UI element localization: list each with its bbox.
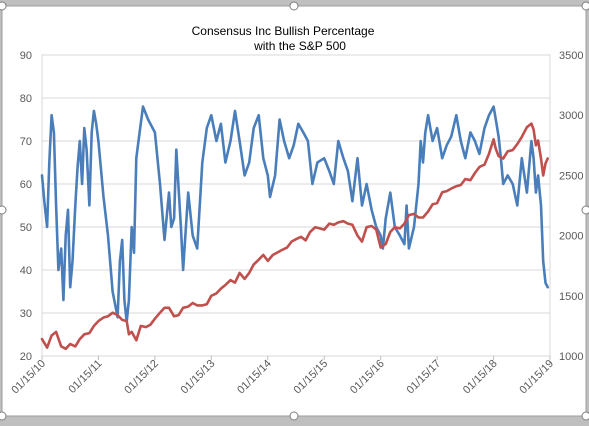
right-axis: 1000 1500 2000 2500 3000 3500 — [559, 50, 583, 363]
chart-area — [1, 5, 587, 417]
resize-handle[interactable] — [0, 411, 7, 421]
bullish-percentage-line — [40, 105, 549, 323]
y-right-tick-label: 1000 — [559, 351, 583, 363]
y-right-tick-label: 2500 — [559, 170, 583, 182]
resize-handle[interactable] — [581, 411, 589, 421]
y-left-tick-label: 50 — [20, 222, 32, 234]
y-left-tick-label: 40 — [20, 265, 32, 277]
resize-handle[interactable] — [289, 1, 299, 11]
resize-handle[interactable] — [0, 1, 7, 11]
y-right-tick-label: 3500 — [559, 50, 583, 62]
chart-title: Consensus Inc Bullish Percentage — [192, 24, 375, 38]
y-right-tick-label: 2000 — [559, 231, 583, 243]
y-left-tick-label: 80 — [20, 93, 32, 105]
y-left-tick-label: 60 — [20, 179, 32, 191]
y-left-tick-label: 30 — [20, 308, 32, 320]
y-left-tick-label: 90 — [20, 50, 32, 62]
plot-area-border — [41, 54, 551, 357]
y-right-tick-label: 1500 — [559, 291, 583, 303]
resize-handle[interactable] — [289, 411, 299, 421]
resize-handle[interactable] — [0, 205, 7, 215]
chart-subtitle: with the S&P 500 — [253, 39, 346, 53]
series-layer — [40, 105, 549, 351]
left-axis: 20 30 40 50 60 70 80 90 — [20, 50, 32, 363]
resize-handle[interactable] — [581, 205, 589, 215]
y-left-tick-label: 70 — [20, 136, 32, 148]
sp500-line — [40, 122, 549, 351]
y-left-tick-label: 20 — [20, 351, 32, 363]
y-right-tick-label: 3000 — [559, 110, 583, 122]
resize-handle[interactable] — [581, 1, 589, 11]
